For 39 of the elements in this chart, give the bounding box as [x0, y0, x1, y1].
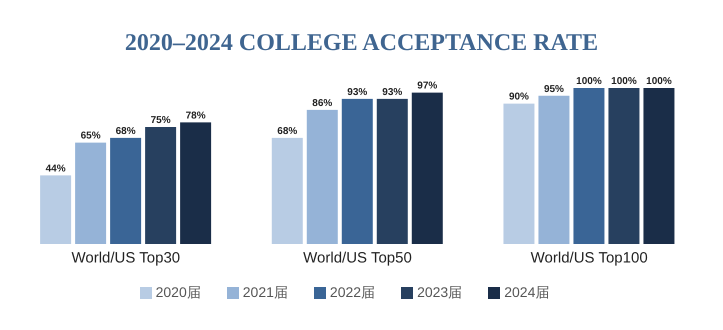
data-label: 90% — [508, 92, 530, 103]
bar — [503, 104, 534, 244]
bar — [272, 138, 303, 244]
data-label: 65% — [80, 130, 101, 142]
bar — [306, 110, 338, 244]
data-label: 86% — [312, 98, 332, 109]
data-label: 44% — [46, 163, 66, 174]
data-label: 68% — [116, 126, 136, 137]
data-label: 97% — [417, 80, 438, 92]
legend-label: 2024届 — [504, 284, 550, 300]
bar — [608, 88, 640, 244]
data-label: 95% — [544, 84, 564, 95]
chart-title: 2020–2024 COLLEGE ACCEPTANCE RATE — [124, 30, 600, 57]
bar — [342, 98, 373, 244]
legend-label: 2022届 — [330, 284, 376, 300]
bar — [412, 92, 443, 244]
legend-label: 2023届 — [417, 284, 462, 300]
data-label: 68% — [277, 126, 298, 137]
bar — [180, 122, 212, 244]
bar — [573, 88, 604, 244]
data-label: 93% — [382, 86, 402, 98]
bar — [643, 88, 674, 244]
bar — [40, 175, 72, 244]
data-label: 75% — [150, 115, 171, 126]
legend-label: 2021届 — [242, 284, 288, 300]
bar — [376, 98, 408, 244]
legend-label: 2020届 — [156, 284, 201, 300]
bar — [145, 127, 176, 244]
bar — [75, 142, 106, 244]
data-label: 100% — [576, 76, 602, 87]
data-label: 100% — [611, 76, 637, 87]
bar — [110, 138, 142, 244]
data-label: 100% — [646, 76, 672, 87]
data-label: 93% — [347, 86, 368, 98]
x-tick-label: World/US Top100 — [530, 250, 648, 267]
x-tick-label: World/US Top50 — [303, 250, 412, 267]
x-tick-label: World/US Top30 — [71, 250, 180, 267]
bar — [538, 96, 570, 244]
data-label: 78% — [186, 110, 206, 122]
